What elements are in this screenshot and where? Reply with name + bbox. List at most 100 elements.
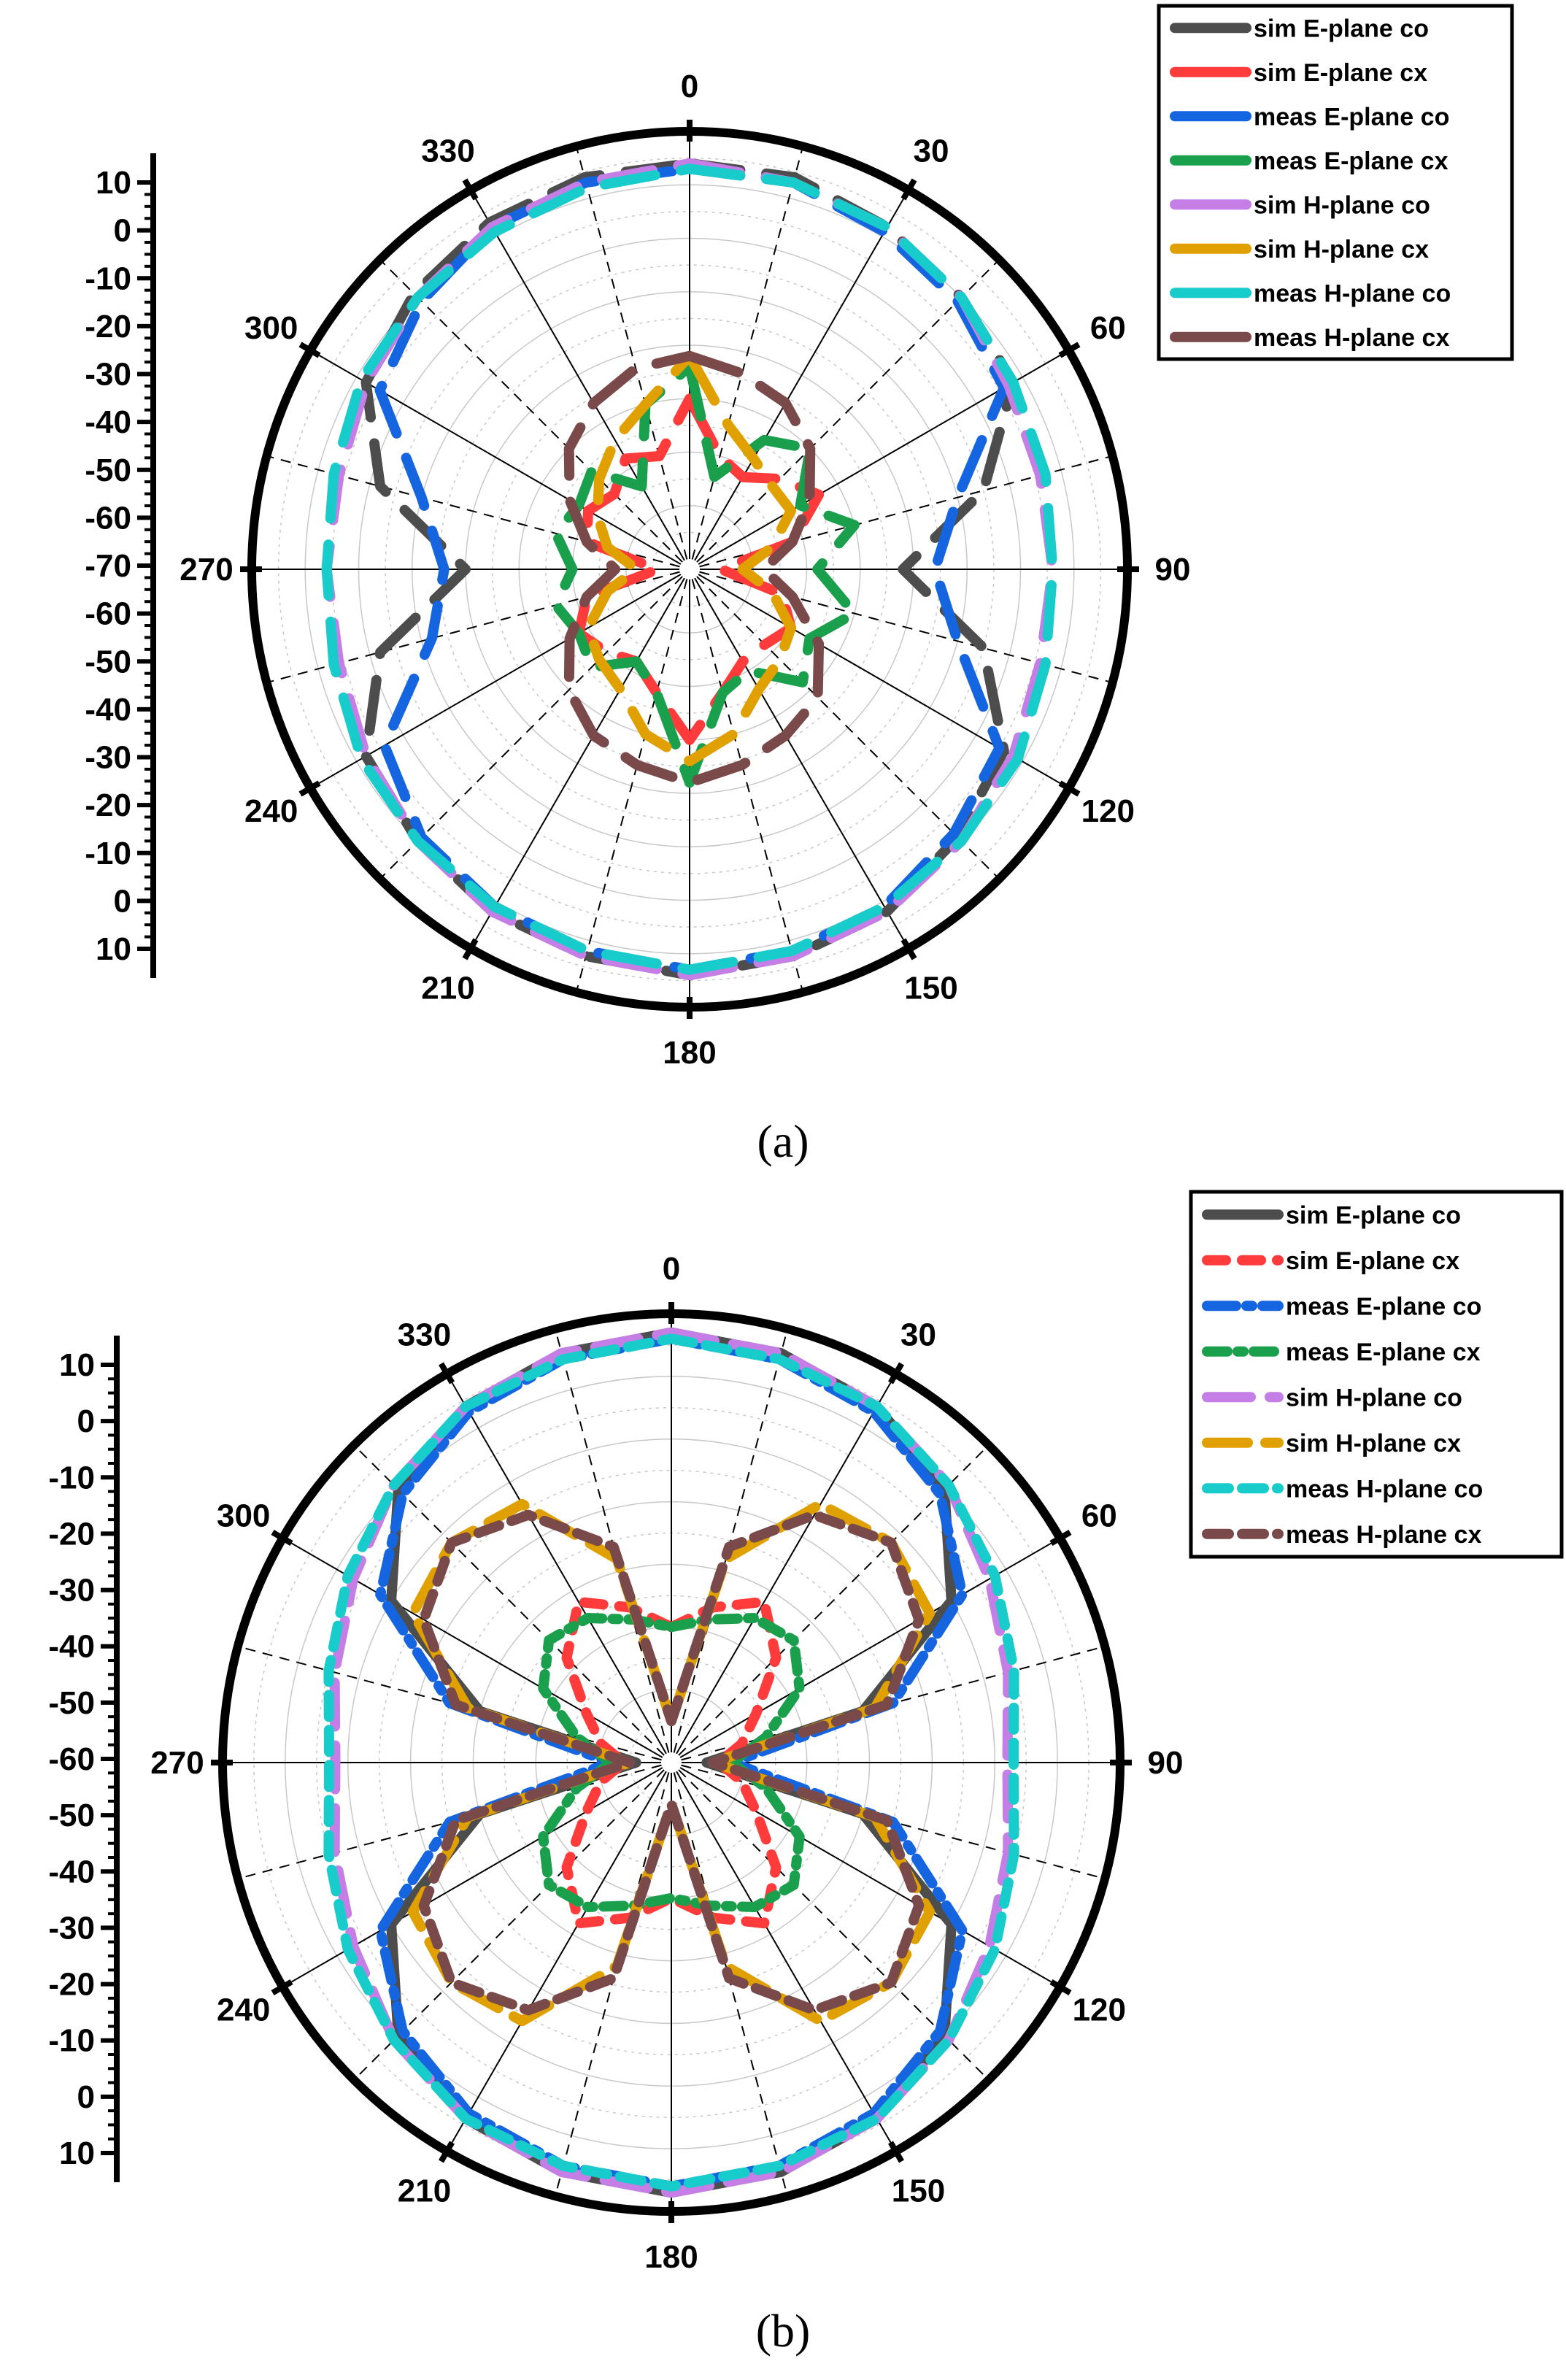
radial-tick-label: 10: [59, 1347, 95, 1383]
angle-tick-label: 210: [421, 970, 474, 1006]
grid-spoke: [353, 1444, 665, 1756]
radial-tick-label: -50: [85, 452, 131, 488]
radial-tick-label: 10: [96, 931, 131, 967]
angle-tick-mark: [888, 1362, 904, 1385]
angle-tick-mark: [271, 1979, 293, 1995]
angle-tick-label: 240: [217, 1992, 270, 2028]
radial-tick-label: -40: [48, 1854, 95, 1890]
radial-tick-label: -50: [48, 1798, 95, 1833]
angle-tick-label: 30: [914, 134, 949, 169]
grid-spoke: [575, 146, 688, 560]
legend-label: sim E-plane co: [1254, 15, 1429, 42]
radial-tick-label: -50: [48, 1685, 95, 1721]
series-line-meas-h-plane-cx: [563, 350, 825, 788]
grid-spoke: [575, 579, 688, 993]
legend-label: sim H-plane cx: [1286, 1430, 1461, 1457]
radial-tick-label: -20: [85, 309, 131, 344]
angle-tick-mark: [1058, 342, 1081, 358]
legend-label: sim E-plane co: [1286, 1201, 1461, 1229]
legend-label: meas H-plane co: [1254, 280, 1451, 307]
angle-tick-mark: [439, 1362, 455, 1385]
grid-spoke: [696, 259, 1000, 563]
series-line-sim-e-plane-cx: [561, 1596, 782, 1929]
radial-tick-label: -20: [48, 1516, 95, 1552]
angle-tick-mark: [1058, 780, 1081, 797]
radial-tick-label: 10: [96, 165, 131, 201]
grid-spoke: [470, 189, 685, 561]
grid-spoke: [676, 1373, 897, 1755]
radial-tick-label: 0: [114, 213, 131, 249]
radial-tick-label: 0: [77, 2079, 95, 2115]
radial-tick-label: -20: [48, 1967, 95, 2003]
series-line-meas-h-plane-co: [321, 163, 1058, 975]
angle-tick-label: 150: [904, 970, 957, 1006]
radial-tick-label: -10: [48, 1460, 95, 1495]
angle-tick-mark: [462, 938, 479, 960]
grid-spoke: [696, 576, 1000, 879]
grid-spoke: [446, 1373, 667, 1755]
series-line-meas-h-plane-co: [323, 1333, 1019, 2192]
legend-label: sim H-plane cx: [1254, 236, 1429, 263]
angle-tick-label: 180: [663, 1035, 716, 1071]
angle-tick-mark: [298, 342, 321, 358]
radial-tick-label: -30: [85, 357, 131, 393]
angle-tick-label: 330: [398, 1317, 451, 1353]
angle-tick-label: 60: [1081, 1498, 1117, 1534]
grid-spoke: [678, 1444, 990, 1756]
series-line-meas-e-plane-cx: [538, 1613, 805, 1912]
angle-tick-mark: [1049, 1530, 1072, 1546]
angle-tick-label: 210: [398, 2173, 451, 2208]
radial-tick-label: -10: [48, 2023, 95, 2059]
radial-tick-label: -40: [85, 404, 131, 440]
polar-chart-a: 0 30 60 90 120 150 180 210 240 270 300 330 10 0 -10 -20…: [85, 4, 1514, 1167]
series-line-meas-e-plane-cx: [550, 361, 860, 788]
radial-tick-label: -30: [48, 1910, 95, 1946]
legend-label: meas H-plane cx: [1286, 1521, 1481, 1549]
legend-label: meas H-plane cx: [1254, 324, 1449, 352]
angle-tick-mark: [888, 2141, 904, 2163]
radial-tick-label: 0: [77, 1403, 95, 1439]
angle-tick-label: 0: [681, 69, 698, 104]
series-line-sim-h-plane-co: [329, 1327, 1014, 2198]
legend-label: sim E-plane cx: [1286, 1247, 1459, 1275]
angle-tick-label: 0: [663, 1251, 680, 1287]
legend-label: meas E-plane co: [1286, 1293, 1481, 1320]
legend-label: sim H-plane co: [1254, 191, 1430, 219]
grid-spoke: [379, 576, 683, 879]
grid-spoke: [694, 189, 909, 561]
radial-tick-label: -10: [85, 261, 131, 296]
angle-tick-label: 330: [421, 134, 474, 169]
polar-chart-b: 0 30 60 90 120 150 180 210 240 270 300 330 10 0 -10 -20…: [48, 1190, 1564, 2357]
panel-caption: (b): [756, 2305, 811, 2357]
angle-tick-label: 180: [644, 2239, 698, 2275]
radial-tick-label: -10: [85, 836, 131, 871]
legend-label: sim E-plane cx: [1254, 59, 1427, 87]
angle-tick-label: 90: [1155, 552, 1191, 588]
angle-tick-label: 270: [150, 1745, 204, 1781]
series-line-sim-h-plane-cx: [583, 350, 796, 766]
radial-tick-label: -70: [85, 548, 131, 584]
grid-spoke: [446, 1771, 667, 2152]
series-line-meas-h-plane-cx: [418, 1509, 925, 2016]
legend-label: meas E-plane co: [1254, 103, 1449, 131]
angle-tick-label: 90: [1148, 1745, 1184, 1781]
angle-tick-label: 120: [1073, 1992, 1126, 2028]
radial-tick-label: -20: [85, 787, 131, 823]
angle-tick-mark: [900, 178, 917, 201]
radial-tick-label: -60: [48, 1741, 95, 1777]
radial-tick-label: -40: [48, 1629, 95, 1665]
angle-tick-label: 30: [900, 1317, 936, 1353]
radial-tick-label: -30: [48, 1573, 95, 1609]
legend-label: meas H-plane co: [1286, 1475, 1483, 1503]
grid-spoke: [694, 577, 909, 950]
angle-tick-label: 300: [217, 1498, 270, 1534]
radial-tick-label: -40: [85, 692, 131, 728]
radial-tick-label: -60: [85, 596, 131, 632]
angle-tick-mark: [1049, 1979, 1072, 1995]
series-line-sim-h-plane-co: [321, 158, 1058, 981]
radial-tick-label: 10: [59, 2136, 95, 2171]
grid-spoke: [309, 574, 682, 789]
radial-tick-label: -50: [85, 644, 131, 679]
legend-label: meas E-plane cx: [1254, 147, 1449, 175]
legend-box: [1189, 1190, 1564, 1559]
